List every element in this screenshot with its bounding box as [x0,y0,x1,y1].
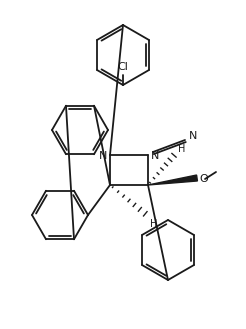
Text: H: H [150,219,157,229]
Text: H: H [178,144,185,154]
Text: N: N [151,151,159,161]
Text: Cl: Cl [118,62,128,72]
Text: N: N [99,151,107,161]
Text: N: N [189,131,197,141]
Polygon shape [148,175,198,185]
Text: O: O [199,174,208,184]
